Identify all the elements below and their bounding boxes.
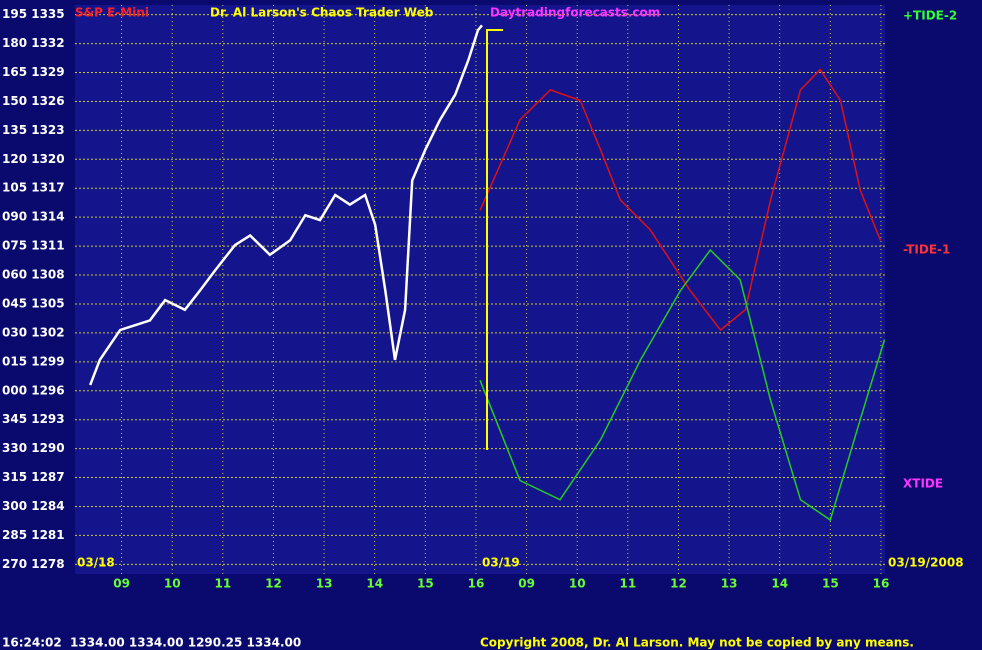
y-tick-label: 105 1317 — [2, 181, 65, 195]
series-line — [89, 24, 483, 386]
chart-subtitle: S&P E-Mini — [75, 6, 149, 20]
y-tick-label: 135 1323 — [2, 123, 65, 137]
chart-title: Dr. Al Larson's Chaos Trader Web — [210, 6, 434, 20]
x-tick-label: 11 — [619, 577, 636, 591]
y-tick-label: 060 1308 — [2, 268, 65, 282]
y-tick-label: 120 1320 — [2, 152, 65, 166]
series-line — [479, 68, 882, 332]
y-tick-label: 165 1329 — [2, 65, 65, 79]
x-tick-label: 11 — [214, 577, 231, 591]
grid — [75, 5, 885, 574]
x-tick-label: 15 — [822, 577, 839, 591]
x-tick-label: 14 — [771, 577, 788, 591]
y-tick-label: 330 1290 — [2, 441, 65, 455]
annotation: +TIDE-2 — [903, 9, 957, 23]
x-tick-label: 13 — [721, 577, 738, 591]
y-tick-label: 075 1311 — [2, 239, 65, 253]
annotation: XTIDE — [903, 477, 943, 491]
y-tick-label: 000 1296 — [2, 383, 65, 397]
y-tick-label: 045 1305 — [2, 296, 65, 310]
status: 16:24:02 1334.00 1334.00 1290.25 1334.00 — [2, 636, 301, 650]
y-tick-label: 195 1335 — [2, 7, 65, 21]
date-label: 03/18 — [77, 556, 115, 570]
y-tick-label: 090 1314 — [2, 210, 65, 224]
y-tick-label: 285 1281 — [2, 528, 65, 542]
y-tick-label: 300 1284 — [2, 499, 65, 513]
source: Daytradingforecasts.com — [490, 6, 660, 20]
x-tick-label: 14 — [366, 577, 383, 591]
x-tick-label: 13 — [316, 577, 333, 591]
x-tick-label: 12 — [670, 577, 687, 591]
plot-area — [75, 5, 885, 574]
marks — [89, 24, 886, 522]
x-tick-label: 16 — [873, 577, 890, 591]
y-tick-label: 270 1278 — [2, 557, 65, 571]
date-label: 03/19 — [482, 556, 520, 570]
date-label: 03/19/2008 — [888, 556, 964, 570]
copyright: Copyright 2008, Dr. Al Larson. May not b… — [480, 636, 914, 650]
annotation: -TIDE-1 — [903, 243, 950, 257]
y-tick-label: 015 1299 — [2, 354, 65, 368]
x-tick-label: 10 — [569, 577, 586, 591]
x-tick-label: 15 — [417, 577, 434, 591]
x-tick-label: 09 — [113, 577, 130, 591]
y-tick-label: 180 1332 — [2, 36, 65, 50]
y-tick-label: 345 1293 — [2, 412, 65, 426]
y-tick-label: 150 1326 — [2, 94, 65, 108]
y-tick-label: 315 1287 — [2, 470, 65, 484]
series-line — [479, 248, 886, 522]
x-tick-label: 10 — [164, 577, 181, 591]
x-tick-label: 16 — [468, 577, 485, 591]
marker-line — [486, 29, 503, 450]
x-tick-label: 12 — [265, 577, 282, 591]
x-tick-label: 09 — [518, 577, 535, 591]
y-tick-label: 030 1302 — [2, 325, 65, 339]
